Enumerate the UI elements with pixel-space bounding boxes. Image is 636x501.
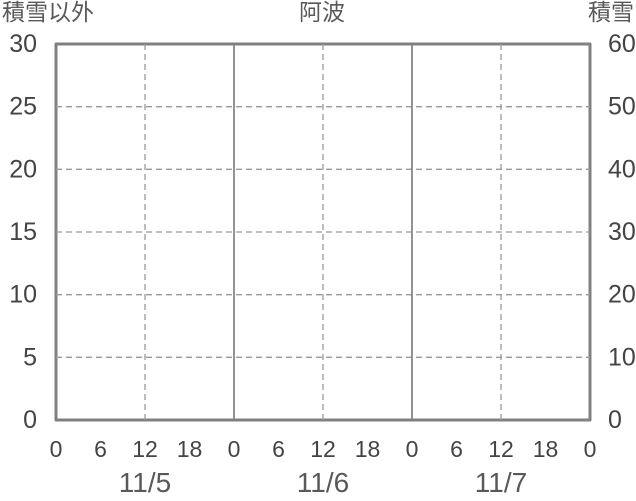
svg-text:18: 18 (533, 436, 559, 462)
svg-text:0: 0 (228, 436, 241, 462)
svg-text:6: 6 (94, 436, 107, 462)
svg-text:60: 60 (608, 30, 636, 58)
svg-text:6: 6 (450, 436, 463, 462)
svg-text:0: 0 (50, 436, 63, 462)
svg-text:0: 0 (608, 406, 622, 434)
svg-text:12: 12 (310, 436, 336, 462)
svg-text:0: 0 (406, 436, 419, 462)
svg-text:11/5: 11/5 (119, 467, 171, 498)
svg-text:18: 18 (177, 436, 203, 462)
svg-text:10: 10 (9, 281, 37, 309)
svg-text:20: 20 (608, 281, 636, 309)
svg-text:0: 0 (23, 406, 37, 434)
svg-text:積雪以外: 積雪以外 (2, 0, 94, 25)
svg-text:12: 12 (488, 436, 514, 462)
svg-text:11/7: 11/7 (475, 467, 527, 498)
svg-text:40: 40 (608, 155, 636, 183)
svg-text:50: 50 (608, 93, 636, 121)
svg-text:5: 5 (23, 343, 37, 371)
svg-text:12: 12 (132, 436, 158, 462)
svg-text:6: 6 (272, 436, 285, 462)
svg-text:20: 20 (9, 155, 37, 183)
svg-text:11/6: 11/6 (297, 467, 349, 498)
svg-text:10: 10 (608, 343, 636, 371)
svg-text:30: 30 (608, 218, 636, 246)
svg-text:18: 18 (355, 436, 381, 462)
svg-text:0: 0 (584, 436, 597, 462)
svg-text:積雪: 積雪 (588, 0, 634, 25)
svg-text:15: 15 (9, 218, 37, 246)
svg-text:阿波: 阿波 (299, 0, 345, 25)
svg-text:30: 30 (9, 30, 37, 58)
svg-text:25: 25 (9, 93, 37, 121)
